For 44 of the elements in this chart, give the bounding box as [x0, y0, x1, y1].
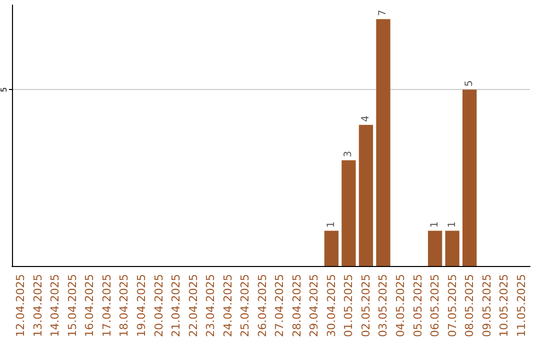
bar — [445, 230, 460, 266]
x-tick-label: 05.05.2025 — [411, 274, 424, 338]
x-tick-label: 24.04.2025 — [221, 274, 234, 338]
data-label: 4 — [360, 116, 372, 122]
x-tick-label: 23.04.2025 — [204, 274, 218, 338]
x-tick-label: 15.04.2025 — [66, 274, 79, 338]
bar — [376, 19, 390, 266]
bar — [462, 90, 477, 266]
x-tick-label: 06.05.2025 — [428, 274, 442, 338]
x-tick-label: 12.04.2025 — [14, 274, 28, 338]
x-tick-label: 20.04.2025 — [152, 274, 166, 338]
data-label: 7 — [378, 10, 389, 16]
bar — [324, 230, 339, 266]
x-tick-label: 30.04.2025 — [324, 274, 338, 338]
x-tick-label: 22.04.2025 — [186, 274, 200, 338]
bar — [342, 160, 356, 266]
x-tick-label: 08.05.2025 — [463, 274, 476, 338]
x-tick-label: 09.05.2025 — [480, 274, 494, 338]
x-tick-label: 01.05.2025 — [342, 274, 356, 338]
x-tick-label: 28.04.2025 — [290, 274, 304, 338]
x-tick-label: 02.05.2025 — [359, 274, 372, 338]
x-tick-label: 11.05.2025 — [514, 274, 528, 338]
x-tick-label: 25.04.2025 — [238, 274, 252, 338]
x-tick-label: 19.04.2025 — [135, 274, 148, 338]
x-tick-label: 16.04.2025 — [83, 274, 96, 338]
x-tick-label: 18.04.2025 — [118, 274, 131, 338]
data-label: 1 — [446, 221, 458, 228]
x-tick-label: 03.05.2025 — [376, 274, 390, 338]
x-tick-label: 13.04.2025 — [31, 274, 44, 338]
x-tick-label: 17.04.2025 — [100, 274, 114, 338]
data-label: 1 — [326, 221, 337, 228]
x-tick-label: 26.04.2025 — [256, 274, 269, 338]
x-tick-label: 10.05.2025 — [498, 274, 511, 338]
x-tick-label: 21.04.2025 — [170, 274, 183, 338]
bar — [428, 230, 442, 266]
x-tick-label: 27.04.2025 — [273, 274, 286, 338]
x-tick-label: 04.05.2025 — [394, 274, 407, 338]
bar — [358, 124, 374, 266]
x-tick-label: 14.04.2025 — [48, 274, 62, 338]
data-label: 1 — [430, 221, 441, 228]
data-label: 5 — [464, 80, 476, 87]
x-tick-label: 29.04.2025 — [308, 274, 321, 338]
x-tick-label: 07.05.2025 — [446, 274, 459, 338]
data-label: 3 — [343, 150, 354, 158]
